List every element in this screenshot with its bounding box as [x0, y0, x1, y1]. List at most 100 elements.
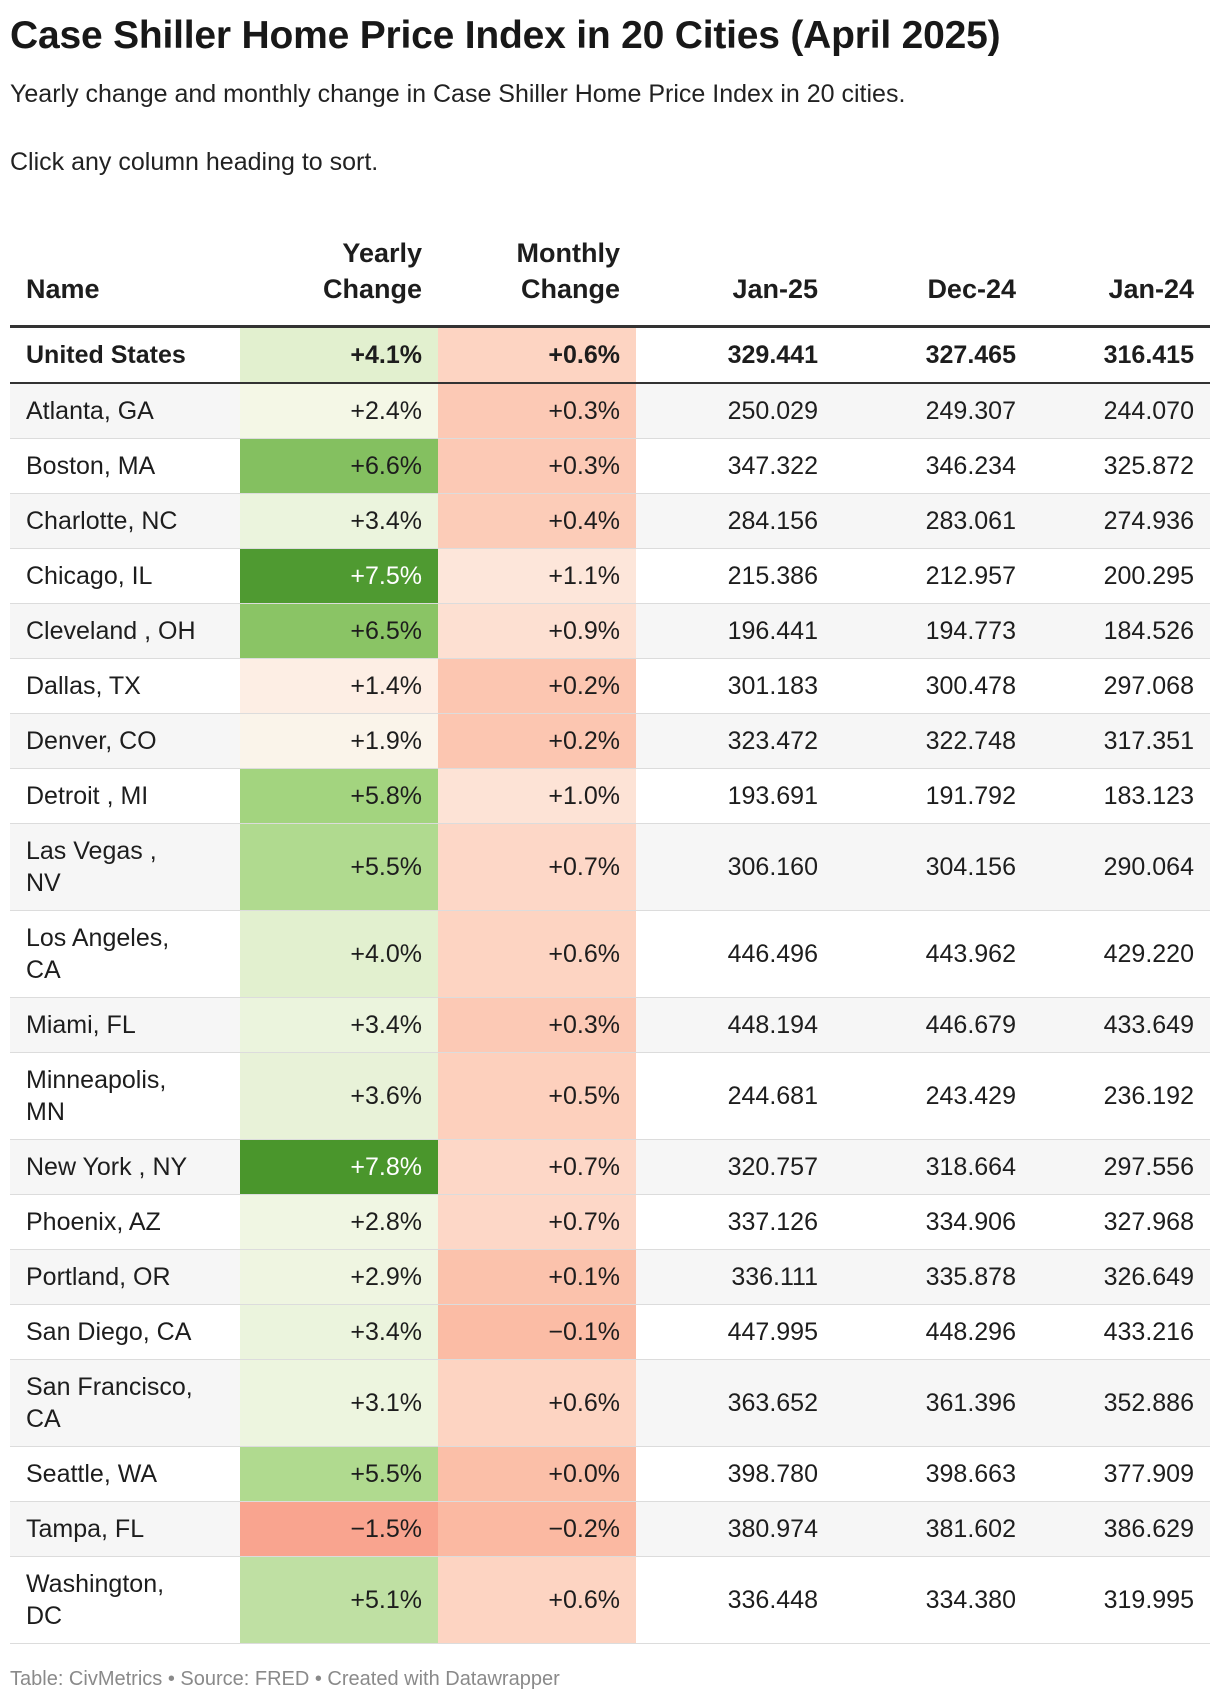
cell-name: Boston, MA [10, 438, 240, 494]
cell-monthly-change: +0.7% [438, 1194, 636, 1250]
cell-monthly-change: +0.3% [438, 438, 636, 494]
cell-dec-24: 448.296 [834, 1304, 1032, 1360]
cell-monthly-change: +0.2% [438, 713, 636, 769]
cell-jan-25: 250.029 [636, 382, 834, 439]
cell-name: New York , NY [10, 1139, 240, 1195]
column-header-jan-25[interactable]: Jan-25 [636, 232, 834, 328]
cell-yearly-change: +1.4% [240, 658, 438, 714]
cell-dec-24: 334.380 [834, 1556, 1032, 1644]
table-row: Seattle, WA +5.5% +0.0% 398.780 398.663 377.9… [10, 1446, 1210, 1502]
cell-name: Dallas, TX [10, 658, 240, 714]
cell-dec-24: 327.465 [834, 326, 1032, 384]
column-header-yearly-change[interactable]: Yearly Change [240, 232, 438, 328]
table-row: San Diego, CA +3.4% −0.1% 447.995 448.296 433… [10, 1304, 1210, 1360]
table-row-total: United States +4.1% +0.6% 329.441 327.465 316… [10, 326, 1210, 384]
cell-dec-24: 398.663 [834, 1446, 1032, 1502]
cell-name: Detroit , MI [10, 768, 240, 824]
cell-jan-25: 320.757 [636, 1139, 834, 1195]
column-header-jan-24[interactable]: Jan-24 [1032, 232, 1210, 328]
cell-monthly-change: +0.6% [438, 326, 636, 384]
cell-jan-24: 236.192 [1032, 1052, 1210, 1140]
table-row: Charlotte, NC +3.4% +0.4% 284.156 283.061 274… [10, 493, 1210, 549]
cell-jan-25: 306.160 [636, 823, 834, 911]
table-row: Chicago, IL +7.5% +1.1% 215.386 212.957 200.2… [10, 548, 1210, 604]
cell-yearly-change: −1.5% [240, 1501, 438, 1557]
cell-jan-25: 363.652 [636, 1359, 834, 1447]
cell-yearly-change: +3.1% [240, 1359, 438, 1447]
data-table: Name Yearly Change Monthly Change Jan-25 D… [10, 232, 1210, 1644]
cell-jan-24: 319.995 [1032, 1556, 1210, 1644]
cell-dec-24: 322.748 [834, 713, 1032, 769]
cell-yearly-change: +5.8% [240, 768, 438, 824]
column-header-label: Change [322, 273, 422, 304]
cell-yearly-change: +3.4% [240, 997, 438, 1053]
table-row: Dallas, TX +1.4% +0.2% 301.183 300.478 297.06… [10, 658, 1210, 714]
cell-monthly-change: +0.1% [438, 1249, 636, 1305]
table-row: Boston, MA +6.6% +0.3% 347.322 346.234 325.87… [10, 438, 1210, 494]
cell-name: United States [10, 326, 240, 384]
column-header-label: Dec-24 [927, 273, 1016, 304]
cell-dec-24: 361.396 [834, 1359, 1032, 1447]
cell-monthly-change: +0.7% [438, 1139, 636, 1195]
cell-jan-24: 377.909 [1032, 1446, 1210, 1502]
column-header-dec-24[interactable]: Dec-24 [834, 232, 1032, 328]
cell-jan-25: 337.126 [636, 1194, 834, 1250]
cell-jan-25: 336.448 [636, 1556, 834, 1644]
cell-jan-25: 193.691 [636, 768, 834, 824]
cell-jan-24: 200.295 [1032, 548, 1210, 604]
cell-yearly-change: +6.5% [240, 603, 438, 659]
cell-name: Minneapolis, MN [10, 1052, 240, 1140]
cell-name: Portland, OR [10, 1249, 240, 1305]
table-body: United States +4.1% +0.6% 329.441 327.465 316… [10, 326, 1210, 1644]
cell-jan-25: 215.386 [636, 548, 834, 604]
sort-hint: Click any column heading to sort. [10, 148, 379, 176]
table-row: Minneapolis, MN +3.6% +0.5% 244.681 243.429 23… [10, 1052, 1210, 1140]
cell-yearly-change: +5.5% [240, 1446, 438, 1502]
cell-yearly-change: +1.9% [240, 713, 438, 769]
cell-monthly-change: −0.2% [438, 1501, 636, 1557]
chart-container: Case Shiller Home Price Index in 20 Citi… [10, 0, 1210, 1644]
cell-name: San Diego, CA [10, 1304, 240, 1360]
cell-yearly-change: +3.6% [240, 1052, 438, 1140]
cell-jan-24: 274.936 [1032, 493, 1210, 549]
cell-jan-25: 446.496 [636, 910, 834, 998]
cell-monthly-change: +0.7% [438, 823, 636, 911]
cell-monthly-change: +1.0% [438, 768, 636, 824]
cell-dec-24: 443.962 [834, 910, 1032, 998]
cell-name: San Francisco, CA [10, 1359, 240, 1447]
cell-dec-24: 304.156 [834, 823, 1032, 911]
cell-name: Seattle, WA [10, 1446, 240, 1502]
cell-name: Miami, FL [10, 997, 240, 1053]
cell-jan-25: 347.322 [636, 438, 834, 494]
cell-name: Tampa, FL [10, 1501, 240, 1557]
cell-name: Charlotte, NC [10, 493, 240, 549]
column-header-label: Jan-24 [1108, 273, 1194, 304]
cell-jan-25: 196.441 [636, 603, 834, 659]
cell-jan-24: 183.123 [1032, 768, 1210, 824]
cell-jan-25: 329.441 [636, 326, 834, 384]
cell-jan-24: 433.649 [1032, 997, 1210, 1053]
cell-name: Las Vegas , NV [10, 823, 240, 911]
cell-name: Cleveland , OH [10, 603, 240, 659]
cell-monthly-change: −0.1% [438, 1304, 636, 1360]
cell-yearly-change: +4.0% [240, 910, 438, 998]
cell-jan-24: 327.968 [1032, 1194, 1210, 1250]
cell-yearly-change: +4.1% [240, 326, 438, 384]
table-row: Portland, OR +2.9% +0.1% 336.111 335.878 326.… [10, 1249, 1210, 1305]
column-header-name[interactable]: Name [10, 232, 240, 328]
table-row: Denver, CO +1.9% +0.2% 323.472 322.748 317.35… [10, 713, 1210, 769]
cell-monthly-change: +0.3% [438, 997, 636, 1053]
table-header-row: Name Yearly Change Monthly Change Jan-25 D… [10, 232, 1210, 328]
table-row: San Francisco, CA +3.1% +0.6% 363.652 361.396… [10, 1359, 1210, 1447]
cell-monthly-change: +0.5% [438, 1052, 636, 1140]
cell-jan-24: 316.415 [1032, 326, 1210, 384]
cell-yearly-change: +3.4% [240, 493, 438, 549]
column-header-label: Jan-25 [732, 273, 818, 304]
cell-jan-25: 323.472 [636, 713, 834, 769]
cell-jan-24: 386.629 [1032, 1501, 1210, 1557]
table-row: Atlanta, GA +2.4% +0.3% 250.029 249.307 244.0… [10, 382, 1210, 439]
cell-dec-24: 283.061 [834, 493, 1032, 549]
cell-dec-24: 212.957 [834, 548, 1032, 604]
table-row: Tampa, FL −1.5% −0.2% 380.974 381.602 386.629 [10, 1501, 1210, 1557]
column-header-monthly-change[interactable]: Monthly Change [438, 232, 636, 328]
